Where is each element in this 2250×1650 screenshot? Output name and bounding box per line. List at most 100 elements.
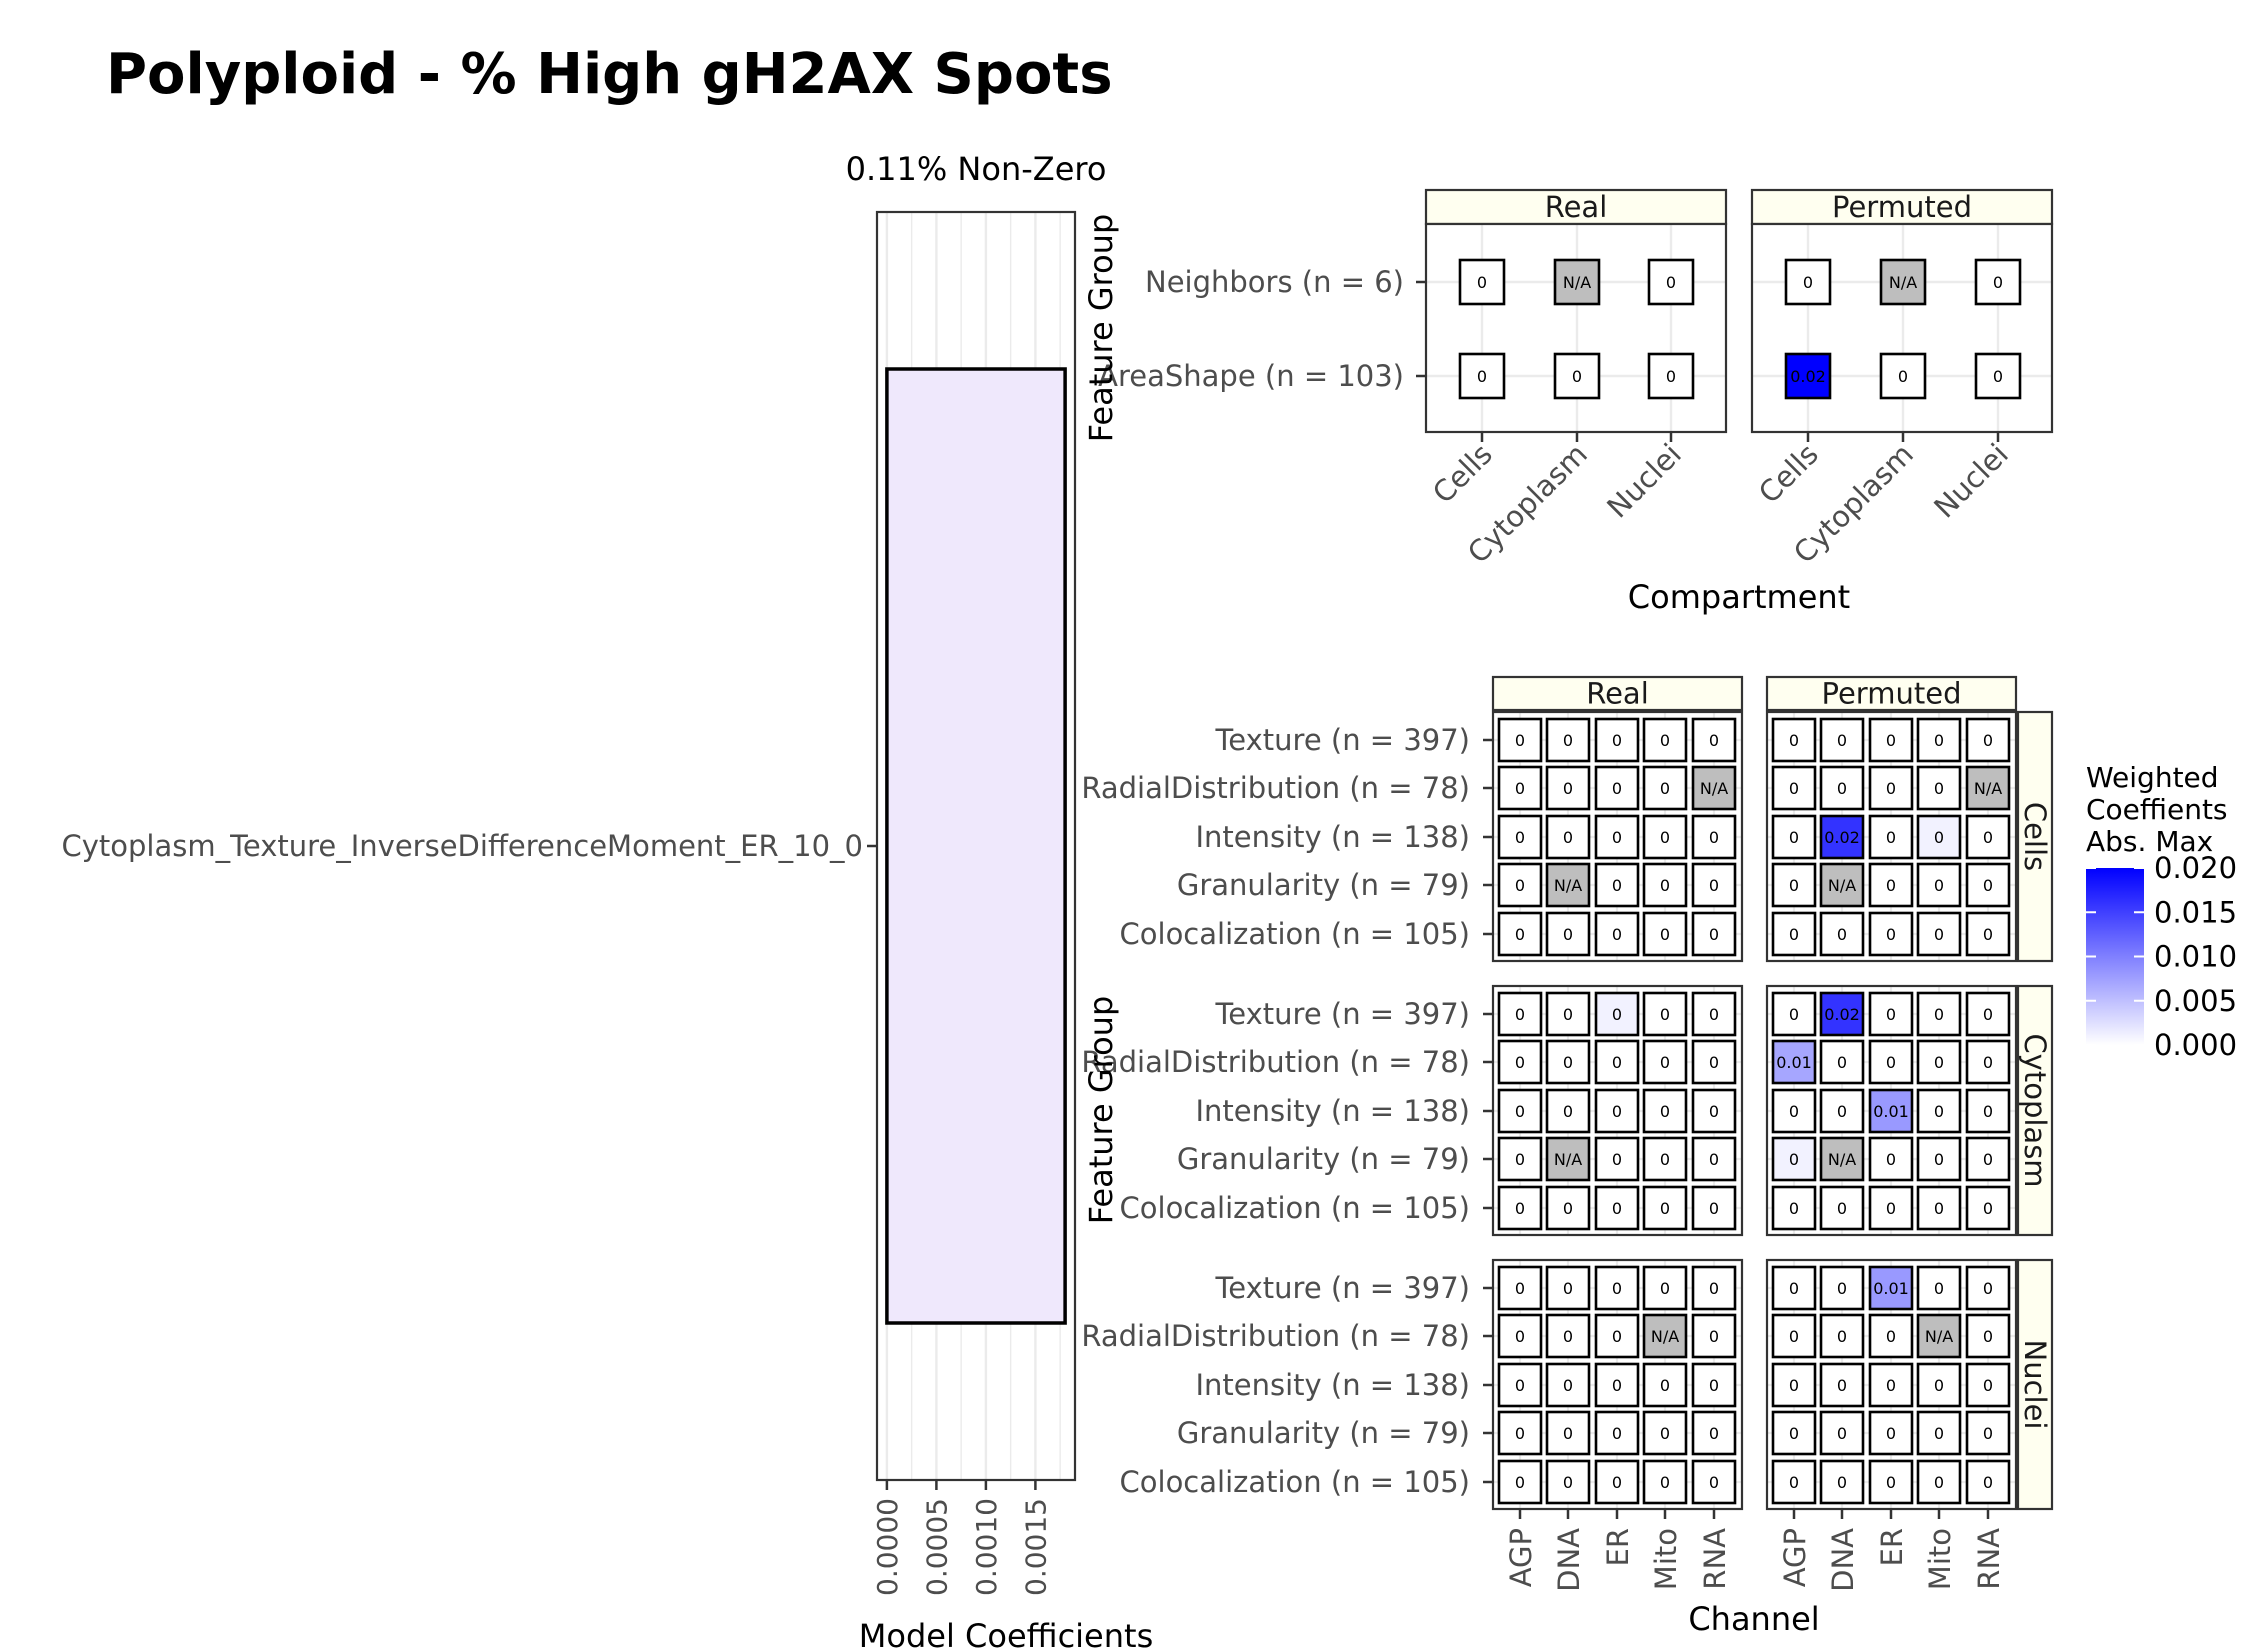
heat2-cell	[1642, 1039, 1688, 1085]
heat2-cell-label: 0	[1709, 1424, 1719, 1443]
heat2-cell-label: 0	[1612, 1150, 1622, 1169]
heat2-cell-label: 0	[1983, 1327, 1993, 1346]
heat2-cell-label: 0	[1886, 828, 1896, 847]
legend-break-label: 0.005	[2154, 984, 2237, 1018]
heat2-cell	[1545, 814, 1591, 860]
heat2-cell	[1916, 765, 1962, 811]
heat2-cell	[1642, 814, 1688, 860]
heat2-cell	[1642, 1088, 1688, 1134]
row-strip-cells	[2016, 710, 2054, 963]
heat2-cell	[1819, 1185, 1865, 1231]
heat2-cell-label: 0	[1612, 1327, 1622, 1346]
heat2-cell	[1594, 1313, 1640, 1359]
heat2-cell	[1545, 765, 1591, 811]
heat2-cell-label: 0	[1789, 1473, 1799, 1492]
heat2-cell	[1691, 814, 1737, 860]
heat2-cell	[1916, 1265, 1962, 1311]
heat2-cell-label: 0	[1515, 731, 1525, 750]
heat2-cell	[1868, 717, 1914, 763]
heat2-cell-label: 0	[1660, 1424, 1670, 1443]
heat2-cell-label: 0	[1983, 1199, 1993, 1218]
heat2-y-tick-label: Colocalization (n = 105)	[1120, 1191, 1470, 1225]
heat2-cell-label: 0	[1789, 1376, 1799, 1395]
row-strip-nuclei	[2016, 1258, 2054, 1511]
heat2-cell-label: 0	[1886, 1150, 1896, 1169]
heat2-y-tick-label: RadialDistribution (n = 78)	[1081, 1319, 1470, 1353]
heat2-cell	[1965, 862, 2011, 908]
heat2-cell	[1642, 717, 1688, 763]
heat2-cell	[1916, 862, 1962, 908]
heat2-cell-label: 0	[1886, 1376, 1896, 1395]
heat1-x-axis-title: Compartment	[1628, 578, 1850, 616]
top-strip-permuted-label: Permuted	[1832, 190, 1972, 224]
legend-break-label: 0.015	[2154, 895, 2237, 929]
heat2-cell	[1819, 911, 1865, 957]
heat2-cell	[1819, 1265, 1865, 1311]
heat2-y-tick-label: Colocalization (n = 105)	[1120, 917, 1470, 951]
heat2-cell	[1545, 1410, 1591, 1456]
heat2-cell	[1819, 1039, 1865, 1085]
heat2-cell	[1497, 1136, 1543, 1182]
heat2-cell	[1642, 1459, 1688, 1505]
heat2-cell	[1642, 1410, 1688, 1456]
heat2-cell-label: 0	[1934, 925, 1944, 944]
heat1-cell	[1879, 352, 1927, 400]
heat2-y-tick-label: Intensity (n = 138)	[1195, 820, 1470, 854]
heat2-cell	[1965, 1362, 2011, 1408]
heat2-cell	[1916, 991, 1962, 1037]
heat2-cell-label: 0	[1515, 876, 1525, 895]
heat2-cell	[1594, 1185, 1640, 1231]
heat2-cell-label: N/A	[1925, 1327, 1953, 1346]
heat2-cell	[1642, 1265, 1688, 1311]
heat2-cell	[1497, 1313, 1543, 1359]
heat2-cell	[1497, 1410, 1543, 1456]
heat2-cell	[1819, 1088, 1865, 1134]
heat2-cell	[1965, 765, 2011, 811]
heat2-cell-label: 0	[1612, 925, 1622, 944]
channel-strip-permuted	[1765, 675, 2018, 712]
heat2-cell	[1545, 1088, 1591, 1134]
heat2-x-tick-label: Mito	[1923, 1528, 1957, 1590]
heat2-cell	[1916, 717, 1962, 763]
heat2-cell-label: 0	[1515, 828, 1525, 847]
heat2-cell-label: 0	[1886, 731, 1896, 750]
heat2-cell-label: 0	[1837, 1102, 1847, 1121]
heat1-cell-label: 0	[1993, 273, 2003, 292]
heat2-cell-label: 0	[1934, 779, 1944, 798]
heat2-cell	[1642, 1185, 1688, 1231]
heat1-cell	[1647, 352, 1695, 400]
heat2-cell	[1819, 1362, 1865, 1408]
heat1-cell	[1647, 258, 1695, 306]
heat2-cell-label: 0	[1660, 1150, 1670, 1169]
heat2-y-tick-label: Colocalization (n = 105)	[1120, 1465, 1470, 1499]
heat2-cell-label: 0	[1886, 1199, 1896, 1218]
heat2-cell-label: 0	[1789, 1424, 1799, 1443]
heat2-cell-label: 0	[1563, 1279, 1573, 1298]
heat2-cell-label: 0	[1709, 1102, 1719, 1121]
heat2-cell-label: 0	[1934, 876, 1944, 895]
heat2-cell	[1771, 1185, 1817, 1231]
heat2-cell-label: N/A	[1974, 779, 2002, 798]
heat2-cell-label: 0	[1660, 731, 1670, 750]
heat2-cell	[1771, 911, 1817, 957]
heat2-cell-label: N/A	[1651, 1327, 1679, 1346]
heat2-cell	[1868, 991, 1914, 1037]
heat2-x-axis-title: Channel	[1688, 1600, 1819, 1638]
heat2-cell-label: 0	[1660, 1053, 1670, 1072]
heat2-cell-label: 0	[1515, 1424, 1525, 1443]
heat2-cell	[1771, 1459, 1817, 1505]
heat2-cell-label: 0	[1789, 1279, 1799, 1298]
heat2-cell	[1868, 1039, 1914, 1085]
plot-layer: 0.11% Non-Zero Cytoplasm_Texture_InverseD…	[61, 150, 2237, 1650]
heat2-cell-label: 0	[1612, 1376, 1622, 1395]
heat2-cell	[1594, 1265, 1640, 1311]
heat2-cell-label: 0	[1660, 925, 1670, 944]
heat2-cell-label: 0	[1709, 1150, 1719, 1169]
heat2-cell	[1916, 814, 1962, 860]
heat1-cell-label: 0.02	[1790, 367, 1826, 386]
heat2-cell	[1771, 1039, 1817, 1085]
heat2-cell-label: 0	[1789, 1150, 1799, 1169]
heat1-cell	[1553, 258, 1601, 306]
heat2-cell-label: 0	[1563, 1376, 1573, 1395]
heat2-cell	[1691, 1313, 1737, 1359]
